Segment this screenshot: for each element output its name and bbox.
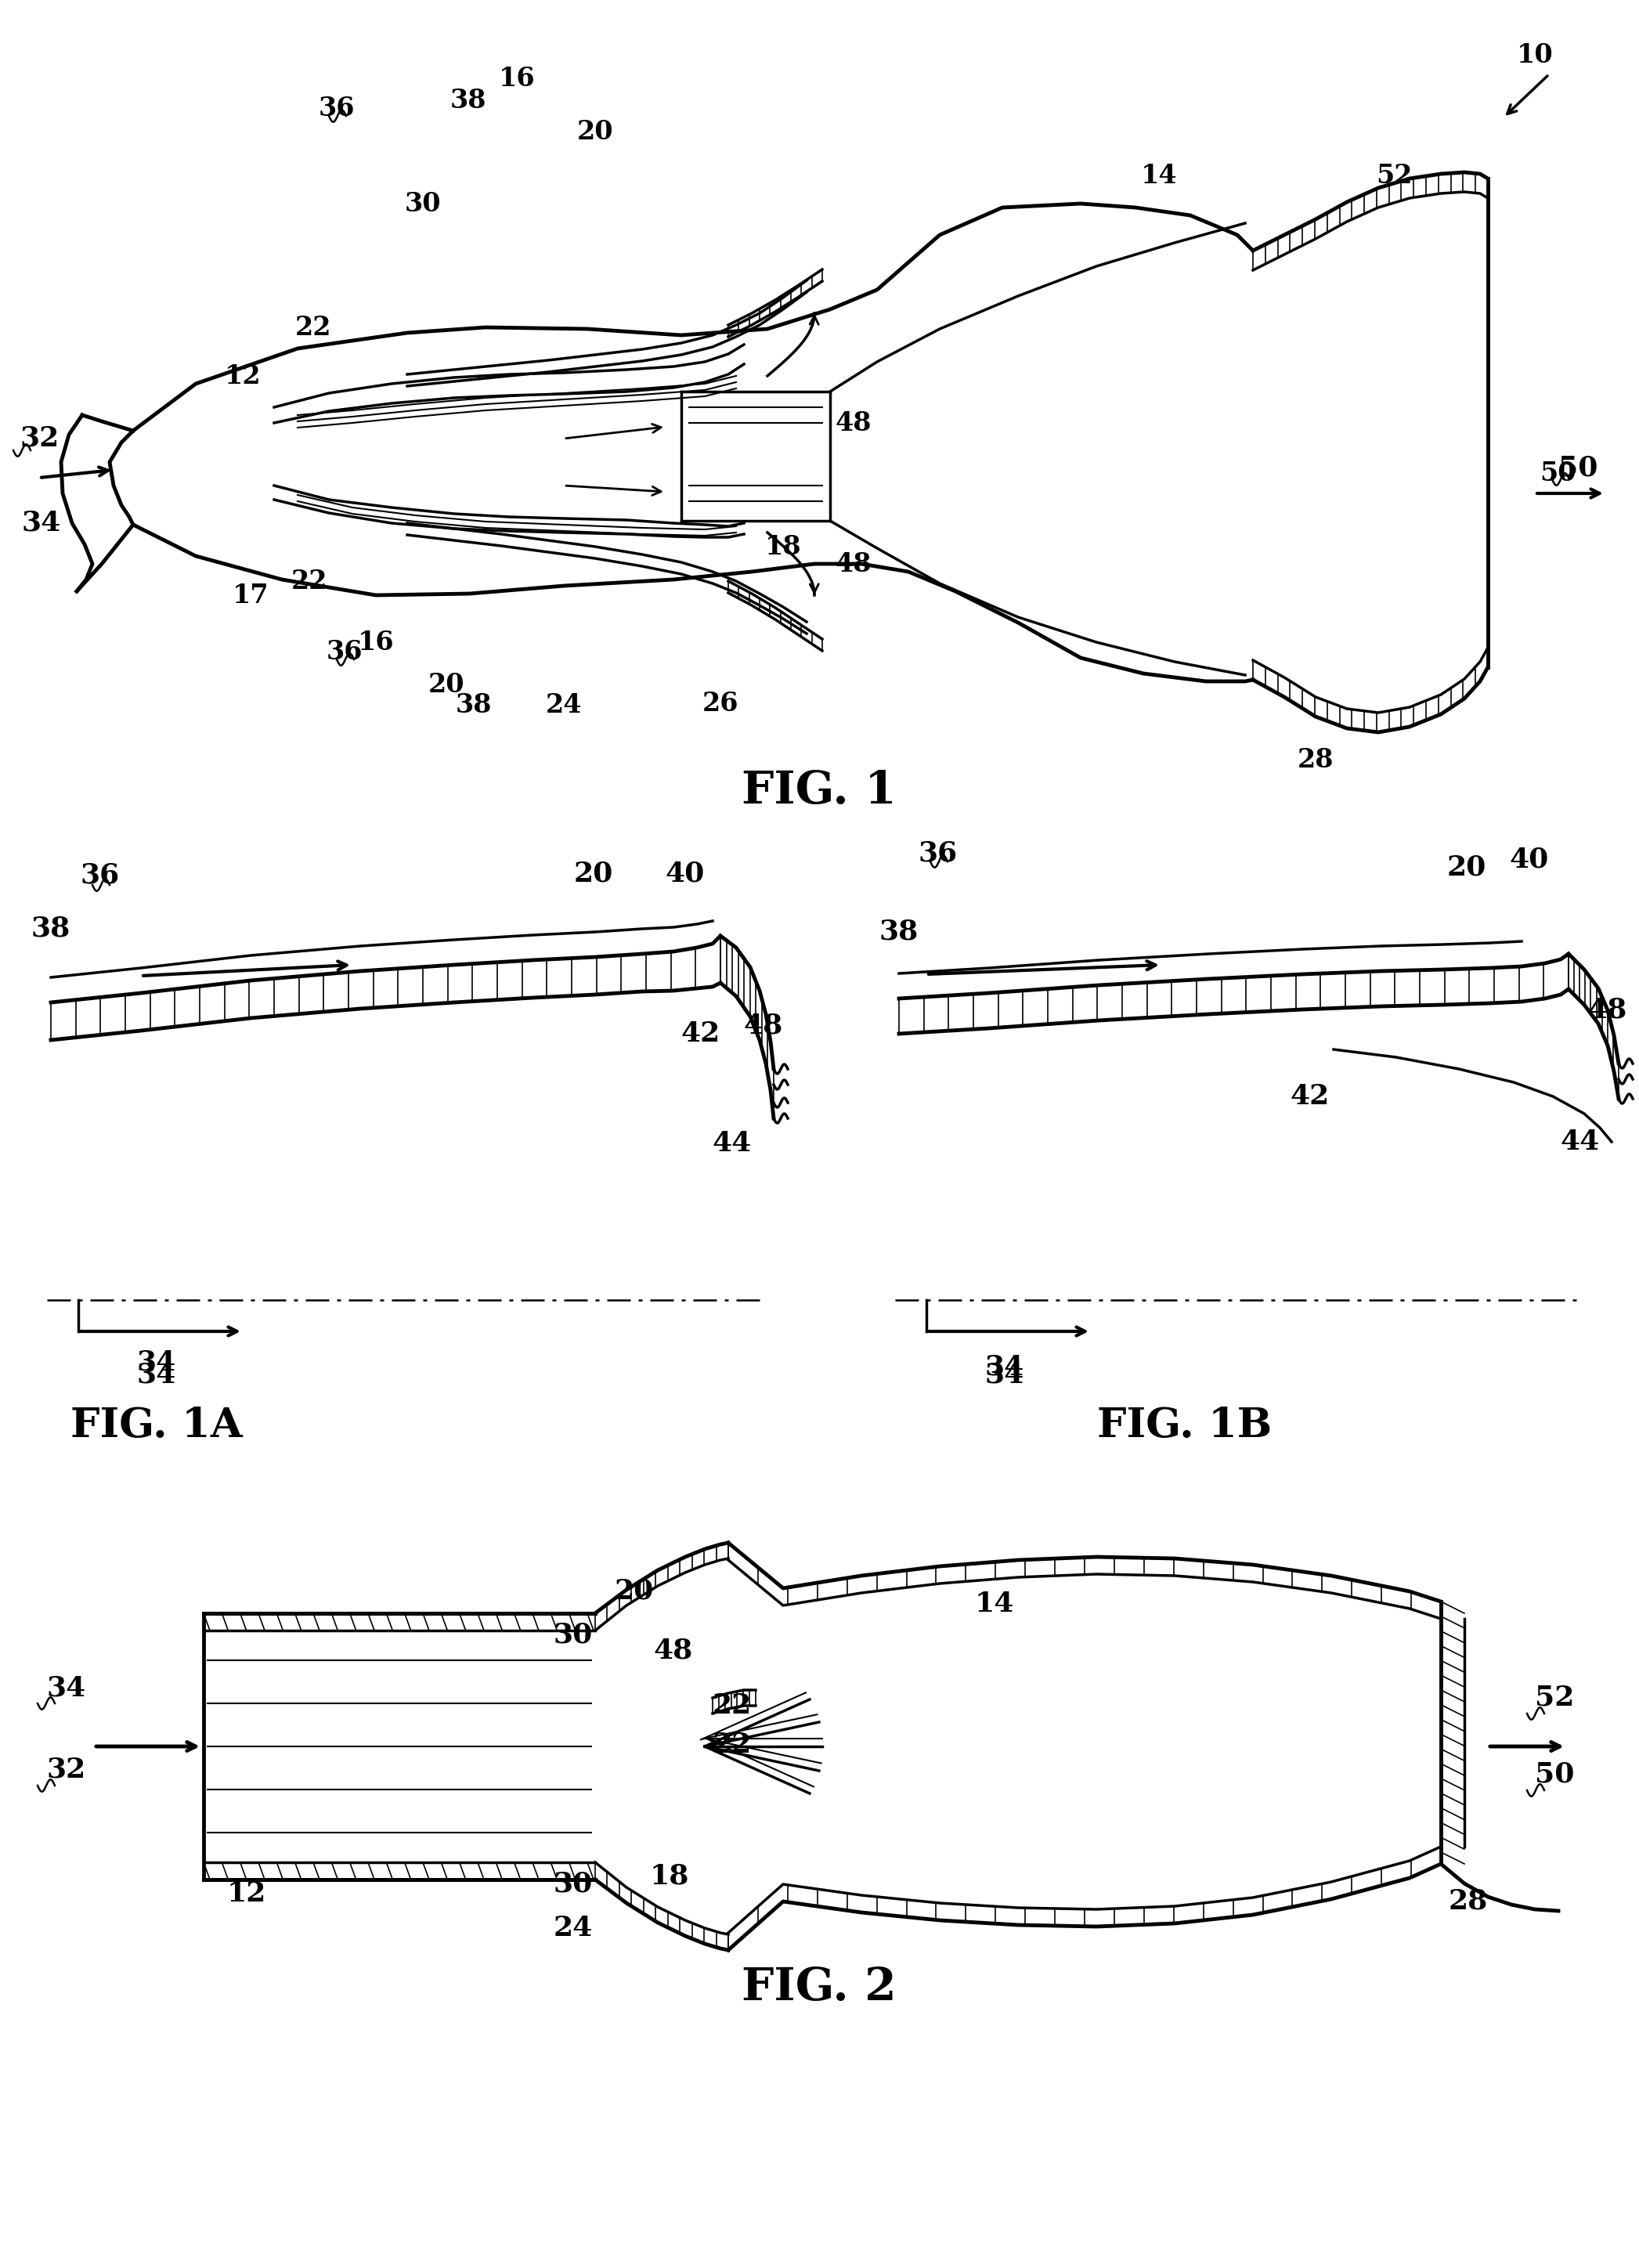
Text: 28: 28 <box>1449 1889 1488 1914</box>
Text: 34: 34 <box>48 1674 87 1701</box>
Text: 30: 30 <box>554 1622 593 1649</box>
Text: 50: 50 <box>1534 1762 1575 1787</box>
Text: 20: 20 <box>577 118 613 145</box>
Text: 38: 38 <box>879 919 918 946</box>
Text: 18: 18 <box>765 533 801 560</box>
Text: 52: 52 <box>1375 163 1413 188</box>
Text: 36: 36 <box>318 95 356 120</box>
Text: 14: 14 <box>1141 163 1177 188</box>
Text: 32: 32 <box>48 1758 87 1783</box>
Text: 40: 40 <box>665 860 705 887</box>
Text: 28: 28 <box>1298 746 1334 773</box>
Text: 20: 20 <box>615 1579 654 1606</box>
Text: 48: 48 <box>744 1012 783 1039</box>
Text: 30: 30 <box>554 1871 593 1896</box>
Text: 32: 32 <box>20 426 59 451</box>
Text: 16: 16 <box>357 628 393 655</box>
Text: 20: 20 <box>574 860 613 887</box>
Text: 17: 17 <box>233 583 269 608</box>
Text: 20: 20 <box>1447 855 1487 880</box>
Text: 18: 18 <box>649 1862 690 1889</box>
Text: 10: 10 <box>1516 41 1554 68</box>
Text: FIG. 1A: FIG. 1A <box>70 1406 243 1445</box>
Text: 16: 16 <box>498 66 534 91</box>
Text: 34: 34 <box>985 1361 1024 1388</box>
Text: 38: 38 <box>451 88 487 113</box>
Text: 42: 42 <box>682 1021 721 1048</box>
Text: 50: 50 <box>1559 456 1598 481</box>
Text: FIG. 1B: FIG. 1B <box>1098 1406 1272 1445</box>
Text: FIG. 1: FIG. 1 <box>742 769 897 812</box>
Text: 36: 36 <box>918 841 957 866</box>
Text: 12: 12 <box>225 363 261 388</box>
Text: 48: 48 <box>836 411 872 435</box>
Text: 26: 26 <box>701 689 739 717</box>
Text: 48: 48 <box>1588 998 1628 1023</box>
Text: 22: 22 <box>713 1692 752 1719</box>
Text: 48: 48 <box>654 1637 693 1665</box>
Text: 40: 40 <box>1510 846 1549 873</box>
Text: FIG. 2: FIG. 2 <box>742 1966 897 2009</box>
Text: 12: 12 <box>228 1880 267 1907</box>
Text: 44: 44 <box>1560 1129 1600 1154</box>
Text: 20: 20 <box>428 671 464 699</box>
Text: 22: 22 <box>292 569 328 594</box>
Text: 24: 24 <box>546 692 582 717</box>
Text: 34: 34 <box>985 1354 1024 1381</box>
Text: 22: 22 <box>713 1730 752 1758</box>
Text: 44: 44 <box>713 1129 752 1157</box>
Text: 22: 22 <box>295 315 331 340</box>
Text: 34: 34 <box>21 510 61 538</box>
Text: 30: 30 <box>405 191 441 215</box>
Text: 38: 38 <box>31 914 70 941</box>
Text: 48: 48 <box>836 551 872 576</box>
Text: 34: 34 <box>138 1349 177 1377</box>
Text: 52: 52 <box>1534 1685 1575 1710</box>
Text: 24: 24 <box>554 1914 593 1941</box>
Text: 36: 36 <box>80 862 120 889</box>
Text: 34: 34 <box>138 1361 177 1388</box>
Text: 36: 36 <box>326 640 362 665</box>
Text: 42: 42 <box>1290 1084 1329 1109</box>
Text: 38: 38 <box>456 692 492 717</box>
Text: 50: 50 <box>1541 460 1577 488</box>
Text: 14: 14 <box>975 1590 1015 1617</box>
